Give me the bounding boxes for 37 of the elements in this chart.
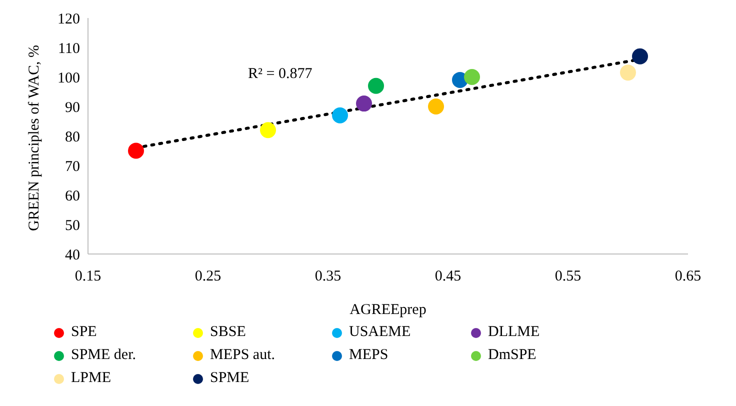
x-tick-label: 0.55 <box>554 268 582 285</box>
y-tick-label: 40 <box>65 247 80 264</box>
x-axis-title: AGREEprep <box>350 302 426 318</box>
legend-label: LPME <box>71 370 112 387</box>
point <box>368 78 384 94</box>
point <box>260 122 276 138</box>
legend-label: MEPS <box>349 347 388 364</box>
y-tick-label: 50 <box>65 218 80 234</box>
legend-label: USAEME <box>349 324 411 341</box>
y-tick-label: 110 <box>58 40 80 57</box>
legend-label: DLLME <box>488 324 540 341</box>
x-tick-label: 0.65 <box>674 268 702 285</box>
x-tick-label: 0.45 <box>434 268 462 285</box>
y-tick-label: 80 <box>65 129 80 146</box>
point <box>128 142 144 159</box>
point <box>620 64 636 81</box>
legend-label: DmSPE <box>488 347 536 364</box>
point <box>332 107 348 124</box>
x-tick-label: 0.25 <box>194 268 222 285</box>
legend-label: SPME der. <box>71 347 136 364</box>
y-tick-label: 90 <box>65 100 80 116</box>
legend-label: MEPS aut. <box>210 347 276 364</box>
point <box>356 96 372 112</box>
x-tick-label: 0.15 <box>74 268 102 285</box>
y-tick-label: 60 <box>65 188 80 204</box>
legend-label: SPME <box>210 370 250 387</box>
x-tick-label: 0.35 <box>314 268 342 285</box>
point <box>428 98 444 114</box>
legend-label: SPE <box>71 324 97 341</box>
point <box>632 48 648 64</box>
y-tick-label: 100 <box>58 70 80 86</box>
point <box>464 69 480 85</box>
y-axis-title: GREEN principles of WAC, % <box>26 45 42 231</box>
y-tick-label: 70 <box>65 158 80 175</box>
annotation: R² = 0.877 <box>248 66 312 83</box>
y-tick-label: 120 <box>58 11 80 28</box>
legend-label: SBSE <box>210 324 246 341</box>
